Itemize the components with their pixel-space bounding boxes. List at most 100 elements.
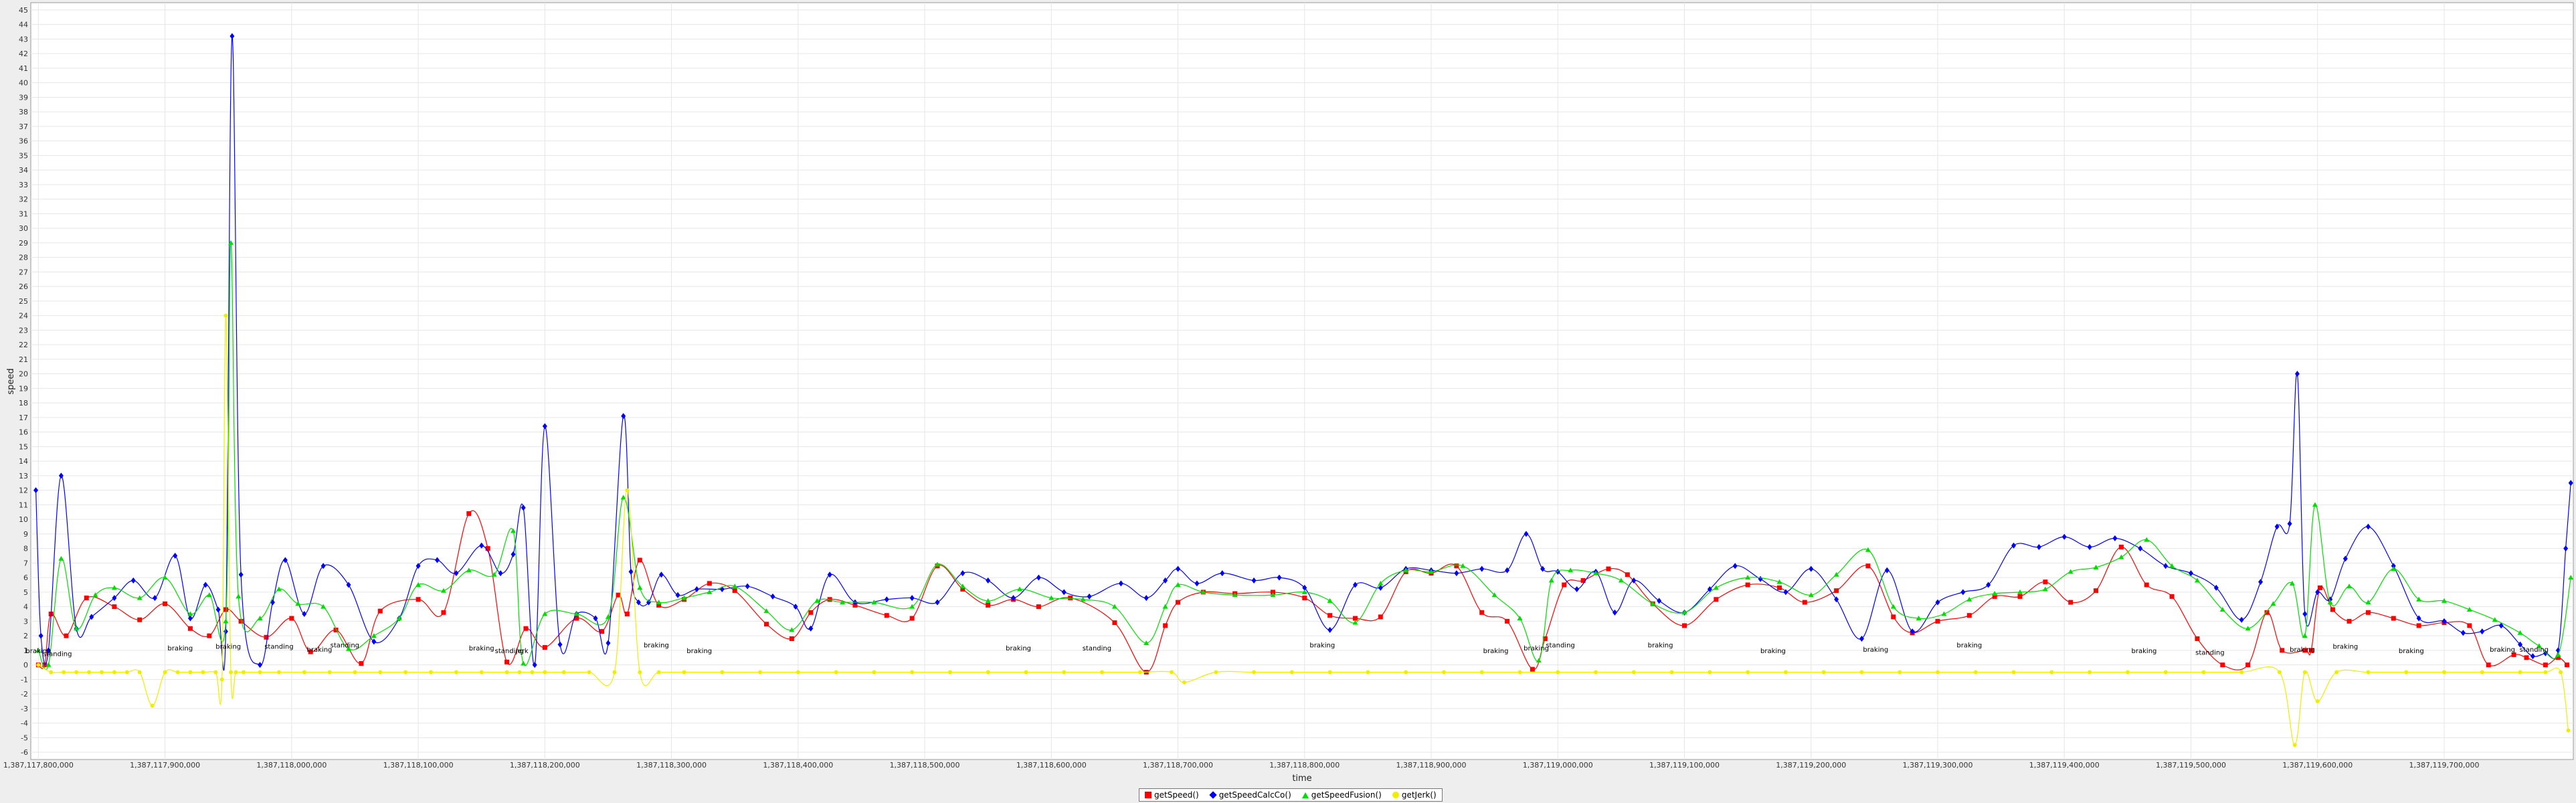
event-annotation: braking	[25, 648, 51, 655]
get-jerk-point	[229, 670, 234, 675]
get-speed-calc-co-point	[532, 662, 537, 668]
get-speed-point	[112, 604, 117, 610]
get-jerk-point	[2292, 743, 2297, 747]
get-speed-point	[238, 618, 244, 624]
y-tick-label: 34	[19, 166, 28, 175]
get-speed-calc-co-point	[621, 413, 626, 420]
legend: getSpeed() getSpeedCalcCo() getSpeedFusion…	[1139, 788, 1443, 802]
get-speed-calc-co-point	[2342, 555, 2348, 562]
get-speed-calc-co-point	[542, 423, 547, 430]
get-speed-fusion-point	[1916, 616, 1922, 621]
get-speed-point	[1454, 563, 1459, 569]
y-tick-label: 26	[19, 282, 28, 291]
get-speed-fusion-point	[2067, 569, 2074, 574]
get-speed-calc-co-point	[416, 563, 421, 569]
get-speed-point	[960, 587, 965, 592]
get-jerk-point	[1669, 670, 1674, 675]
x-axis-ticks: 1,387,117,800,000 1,387,117,900,000 1,387,…	[3, 761, 2480, 770]
get-speed-calc-co-point	[1454, 570, 1459, 577]
get-speed-point	[2280, 648, 2285, 653]
y-tick-label: 28	[19, 254, 28, 262]
get-jerk-point	[124, 670, 129, 675]
event-annotation: braking	[1006, 645, 1031, 652]
get-speed-fusion-point	[416, 582, 422, 587]
x-tick-label: 1,387,119,700,000	[2409, 761, 2479, 770]
get-speed-calc-co-point	[1657, 598, 1662, 604]
get-jerk-point	[1783, 670, 1788, 675]
y-tick-label: -5	[21, 733, 28, 742]
legend-marker-icon	[1145, 792, 1152, 798]
get-speed-fusion-point	[1593, 570, 1599, 575]
get-speed-fusion-point	[934, 561, 940, 567]
get-speed-point	[2318, 585, 2323, 590]
get-speed-point	[163, 601, 168, 606]
event-annotation: standing	[495, 648, 524, 655]
get-jerk-point	[2011, 670, 2016, 675]
get-jerk-point	[656, 670, 661, 675]
series-get-jerk	[36, 313, 2571, 747]
get-speed-point	[986, 602, 991, 608]
get-speed-calc-co-point	[302, 611, 307, 617]
get-speed-calc-co-point	[130, 577, 136, 584]
get-speed-point	[884, 613, 889, 618]
get-speed-fusion-point	[840, 600, 846, 605]
get-jerk-point	[2277, 670, 2282, 675]
event-annotation: braking	[686, 648, 712, 655]
get-speed-fusion-point	[257, 616, 263, 621]
y-tick-label: -3	[21, 705, 28, 713]
get-speed-fusion-point	[2302, 633, 2308, 638]
get-speed-point	[2511, 652, 2516, 657]
x-tick-label: 1,387,119,500,000	[2156, 761, 2226, 770]
get-speed-calc-co-point	[658, 571, 664, 578]
event-annotation: standing	[2520, 646, 2549, 654]
get-jerk-point	[36, 662, 41, 667]
get-speed-point	[1505, 618, 1510, 624]
get-jerk-point	[1099, 670, 1104, 675]
get-jerk-point	[175, 670, 180, 675]
get-speed-calc-co-point	[1505, 567, 1510, 573]
get-speed-point	[1714, 597, 1719, 602]
y-tick-label: 43	[19, 35, 28, 43]
get-speed-calc-co-point	[2188, 570, 2193, 577]
y-tick-label: 24	[19, 312, 28, 321]
get-jerk-point	[2239, 670, 2244, 675]
get-speed-calc-co-point	[2315, 589, 2320, 596]
get-speed-fusion-point	[573, 611, 579, 616]
legend-label: getJerk()	[1401, 790, 1437, 800]
get-speed-calc-co-point	[1302, 584, 1307, 591]
get-speed-point	[1776, 585, 1782, 590]
get-speed-fusion-point	[1016, 586, 1022, 592]
get-jerk-point	[2559, 670, 2563, 675]
get-jerk-point	[188, 670, 193, 675]
get-jerk-point	[2334, 670, 2339, 675]
get-speed-calc-co-point	[521, 505, 526, 511]
get-speed-fusion-point	[136, 595, 143, 600]
y-tick-label: 2	[23, 632, 28, 640]
get-speed-fusion-point	[959, 584, 965, 589]
get-speed-fusion-point	[45, 662, 52, 667]
get-jerk-point	[1327, 670, 1332, 675]
y-tick-label: -2	[21, 690, 28, 699]
get-speed-point	[416, 597, 421, 602]
get-jerk-point	[1024, 670, 1028, 675]
get-speed-calc-co-point	[45, 647, 51, 654]
get-speed-point	[523, 626, 529, 631]
get-speed-point	[2068, 600, 2074, 605]
event-annotation: braking	[1956, 642, 1982, 650]
get-speed-calc-co-point	[745, 583, 750, 590]
get-speed-point	[1270, 590, 1275, 595]
get-speed-fusion-point	[2327, 600, 2333, 605]
annotation-layer: braking standing braking braking standing bra…	[25, 642, 2549, 658]
y-tick-label: 23	[19, 326, 28, 335]
y-tick-label: 30	[19, 224, 28, 233]
get-speed-calc-co-point	[1036, 574, 1041, 581]
get-speed-calc-co-point	[808, 625, 814, 632]
x-tick-label: 1,387,119,300,000	[1903, 761, 1973, 770]
get-speed-point	[2169, 594, 2175, 599]
get-speed-fusion-point	[1460, 563, 1466, 568]
y-tick-label: 37	[19, 122, 28, 131]
get-jerk-point	[1214, 670, 1218, 675]
get-speed-calc-co-point	[152, 595, 157, 602]
get-speed-calc-co-point	[203, 582, 208, 588]
